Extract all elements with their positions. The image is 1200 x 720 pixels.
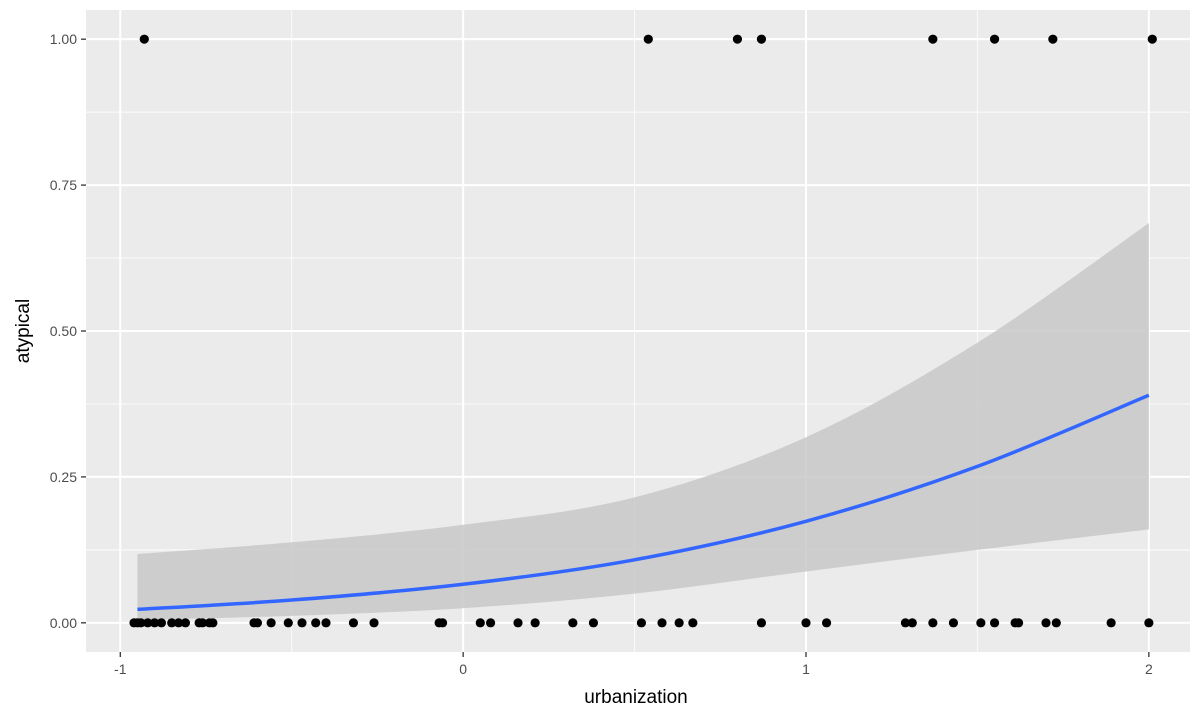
data-point [1013,618,1024,628]
points-layer [129,34,1157,628]
data-point [149,618,160,628]
axes-layer: -1 0 1 2 0.00 0.25 0.50 0.75 1.00 [50,31,1153,677]
data-point [475,618,485,628]
data-point [321,618,331,628]
x-tick-label: 0 [459,661,467,677]
y-tick-label: 1.00 [50,31,77,47]
data-point [252,618,263,628]
data-point [588,618,599,628]
data-point [139,34,149,44]
data-point [369,618,379,628]
data-point [657,618,667,628]
data-point [266,618,276,628]
confidence-band [137,223,1149,620]
data-point [756,34,767,44]
data-point [976,618,986,628]
x-tick-label: 1 [802,661,810,677]
data-point [136,618,146,628]
fit-line-layer [137,393,1150,612]
data-point [348,618,359,628]
x-tick-label: 2 [1145,661,1153,677]
data-point [756,618,767,628]
data-point [485,618,496,628]
data-point [801,618,811,628]
data-point [1106,618,1116,628]
data-point [928,618,938,628]
data-point [1147,34,1157,44]
data-point [1041,618,1051,628]
data-point [989,618,1000,628]
data-point [180,618,191,628]
x-axis-title: urbanization [584,687,688,708]
y-tick-label: 0.00 [50,615,77,631]
data-point [513,618,523,628]
data-point [208,618,218,628]
y-tick-label: 0.75 [50,177,77,193]
x-tick-label: -1 [114,661,127,677]
data-point [530,618,540,628]
y-tick-label: 0.25 [50,469,77,485]
data-point [821,618,832,628]
data-point [900,618,911,628]
data-point [688,618,698,628]
data-point [636,618,647,628]
confidence-band-layer [137,223,1149,620]
data-point [167,618,177,628]
data-point [311,618,321,628]
data-point [732,34,743,44]
data-point [928,34,938,44]
data-point [156,618,167,628]
data-point [568,618,578,628]
data-point [1144,618,1154,628]
data-point [197,618,208,628]
data-point [143,618,153,628]
y-axis-title: atypical [13,299,34,363]
fit-line [137,393,1150,612]
data-point [297,618,307,628]
y-tick-label: 0.50 [50,323,77,339]
data-point [643,34,653,44]
data-point [948,618,959,628]
data-point [989,34,1000,44]
data-point [907,618,917,628]
data-point [1048,34,1058,44]
data-point [1051,618,1061,628]
data-point [173,618,184,628]
data-point [674,618,684,628]
data-point [283,618,293,628]
data-point [437,618,448,628]
